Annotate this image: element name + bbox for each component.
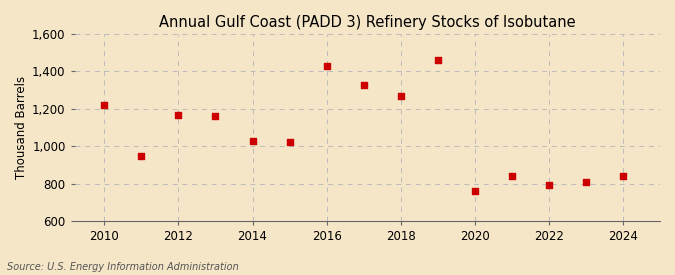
- Point: [396, 94, 406, 98]
- Point: [136, 154, 146, 158]
- Point: [321, 64, 332, 68]
- Point: [247, 139, 258, 143]
- Point: [99, 103, 110, 108]
- Point: [618, 174, 628, 179]
- Point: [210, 113, 221, 118]
- Y-axis label: Thousand Barrels: Thousand Barrels: [15, 76, 28, 179]
- Point: [432, 58, 443, 62]
- Point: [580, 180, 591, 184]
- Text: Source: U.S. Energy Information Administration: Source: U.S. Energy Information Administ…: [7, 262, 238, 272]
- Point: [469, 188, 480, 193]
- Point: [284, 140, 295, 144]
- Point: [506, 174, 517, 179]
- Point: [358, 82, 369, 87]
- Point: [543, 183, 554, 187]
- Point: [173, 112, 184, 117]
- Title: Annual Gulf Coast (PADD 3) Refinery Stocks of Isobutane: Annual Gulf Coast (PADD 3) Refinery Stoc…: [159, 15, 576, 30]
